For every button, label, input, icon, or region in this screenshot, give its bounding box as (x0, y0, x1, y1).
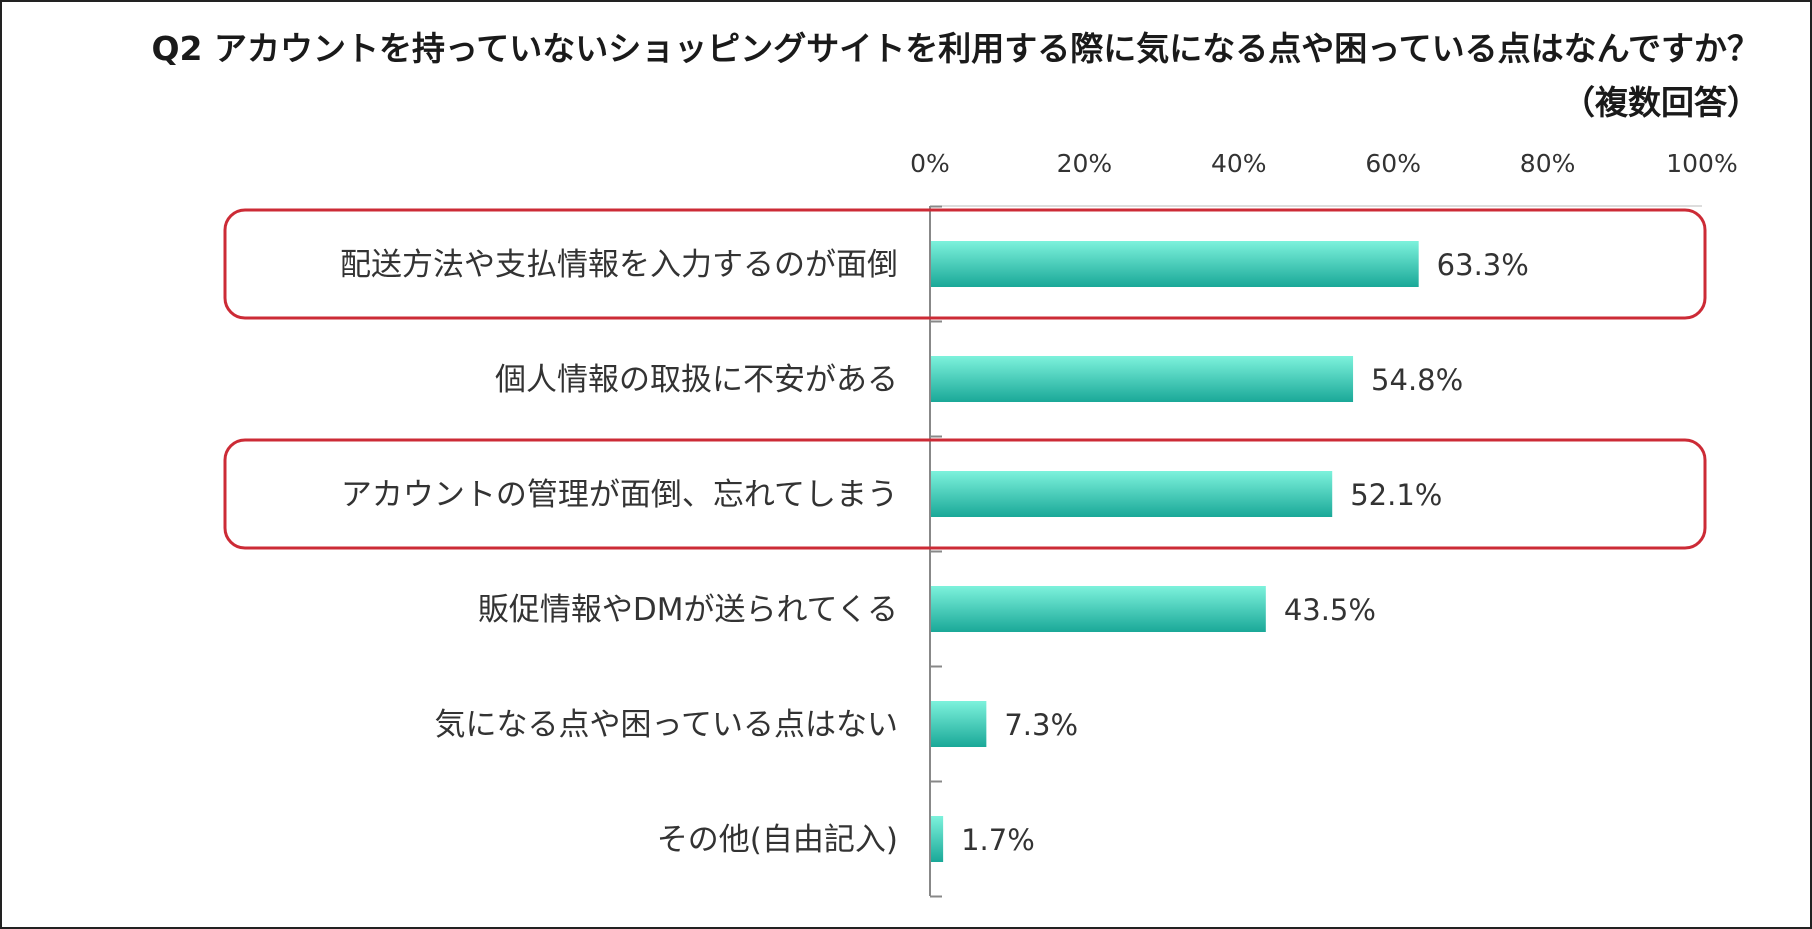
data-label: 63.3% (1437, 248, 1529, 282)
x-tick-label: 40% (1211, 149, 1267, 178)
x-tick-label: 0% (910, 149, 950, 178)
category-label: 気になる点や困っている点はない (435, 707, 898, 743)
category-label: 個人情報の取扱に不安がある (495, 362, 898, 398)
bar (930, 586, 1266, 632)
x-tick-label: 100% (1666, 149, 1737, 178)
highlight-box (223, 208, 1707, 320)
data-label: 43.5% (1284, 593, 1376, 627)
category-label: 販促情報やDMが送られてくる (478, 592, 898, 628)
x-tick-label: 20% (1057, 149, 1113, 178)
bar (930, 356, 1354, 402)
data-label: 54.8% (1371, 363, 1463, 397)
chart-subtitle: （複数回答） (1562, 83, 1760, 122)
category-label: 配送方法や支払情報を入力するのが面倒 (340, 247, 898, 283)
data-label: 52.1% (1350, 478, 1442, 512)
data-label: 7.3% (1004, 708, 1078, 742)
highlight-box (223, 438, 1707, 550)
x-tick-label: 80% (1520, 149, 1576, 178)
category-label: その他(自由記入) (657, 822, 898, 858)
x-tick-label: 60% (1365, 149, 1421, 178)
data-label: 1.7% (961, 823, 1035, 857)
bar (930, 816, 944, 862)
bar (930, 241, 1419, 287)
category-label: アカウントの管理が面倒、忘れてしまう (341, 477, 898, 513)
chart-title: Q2 アカウントを持っていないショッピングサイトを利用する際に気になる点や困って… (151, 29, 1760, 68)
bar (930, 471, 1333, 517)
bar (930, 701, 987, 747)
